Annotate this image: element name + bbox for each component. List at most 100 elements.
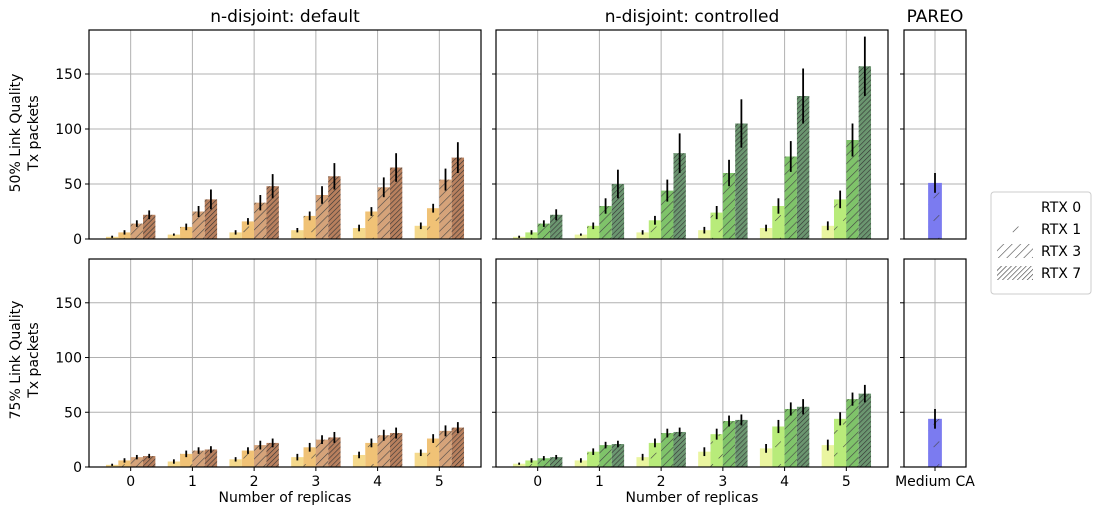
x-tick-label: 0: [533, 474, 542, 490]
bar-rtx0: [574, 234, 588, 239]
x-tick-label: 3: [718, 474, 727, 490]
bar-rtx0: [291, 457, 304, 467]
bar-hatch-rtx7: [266, 442, 279, 467]
bar-rtx0: [698, 451, 711, 467]
bar-hatch-rtx7: [204, 199, 218, 239]
legend-label-rtx3: RTX 3: [1041, 244, 1081, 260]
bar-hatch-rtx3: [315, 195, 329, 239]
bar-hatch-rtx1: [303, 215, 316, 239]
bar-hatch-rtx1: [365, 442, 378, 467]
bar-hatch-rtx1: [241, 221, 255, 239]
bar-hatch-rtx7: [328, 176, 341, 239]
panel-title: PAREO: [907, 7, 964, 27]
legend-label-rtx0: RTX 0: [1041, 200, 1081, 216]
bar-hatch-rtx1: [587, 451, 600, 467]
legend-swatch-rtx1: [997, 222, 1033, 236]
bar-hatch-rtx7: [451, 427, 465, 467]
bar-rtx0: [821, 445, 834, 467]
panel-frame: [495, 29, 889, 240]
panel-frame: [88, 29, 482, 240]
bar-hatch-rtx3: [377, 187, 390, 239]
bar-rtx0: [291, 230, 304, 239]
bar-hatch-rtx1: [648, 442, 662, 467]
bar-hatch-rtx1: [525, 460, 538, 467]
bar-hatch-rtx3: [377, 435, 390, 467]
y-tick-label: 50: [64, 177, 82, 193]
bar-hatch-rtx3: [784, 156, 797, 239]
bar-rtx0: [414, 452, 427, 467]
bar-rtx0: [229, 232, 242, 239]
x-axis-label-default: Number of replicas: [219, 490, 352, 506]
bar-hatch-rtx3: [846, 140, 859, 239]
bar-rtx0: [574, 460, 588, 467]
bar-hatch-rtx3: [130, 223, 144, 239]
y-tick-label: 100: [55, 122, 82, 138]
panel-4: 0 1 2 3 4 5: [492, 258, 889, 490]
x-axis-label-controlled: Number of replicas: [626, 490, 759, 506]
panel-frame: [903, 29, 967, 240]
bar-rtx0: [414, 225, 427, 239]
bar-hatch-rtx3: [130, 457, 144, 467]
bar-rtx0: [352, 454, 366, 467]
x-tick-label: 1: [595, 474, 604, 490]
x-tick-label: 4: [373, 474, 382, 490]
bar-hatch-rtx1: [118, 232, 131, 239]
bar-hatch-rtx3: [537, 223, 551, 239]
legend-swatch-rtx3: [997, 244, 1033, 258]
bar-hatch-rtx7: [266, 186, 279, 239]
bar-hatch-rtx3: [846, 399, 859, 467]
bar-rtx0: [167, 234, 181, 239]
bar-hatch-rtx7: [611, 184, 625, 239]
bar-hatch-rtx7: [735, 123, 748, 239]
legend-swatch-rtx0: [997, 200, 1033, 214]
bar-hatch-rtx7: [858, 393, 872, 467]
panel-frame: [495, 258, 889, 468]
bar-hatch-rtx3: [599, 206, 612, 239]
bar-hatch-rtx1: [833, 199, 847, 239]
bar-hatch-rtx1: [833, 418, 847, 467]
row-label-bottom-line1: 75% Link Quality: [8, 301, 24, 420]
bar-hatch-rtx7: [673, 153, 686, 239]
bar-hatch-rtx3: [537, 458, 551, 467]
bar-rtx0: [821, 225, 834, 239]
x-tick-label: 3: [311, 474, 320, 490]
bar-hatch-rtx3: [722, 173, 736, 239]
x-tick-label: 5: [435, 474, 444, 490]
x-tick-label: 2: [250, 474, 259, 490]
x-tick-label: 5: [842, 474, 851, 490]
panel-2: PAREO: [900, 7, 967, 240]
x-tick-label: 4: [780, 474, 789, 490]
bar-hatch-rtx7: [451, 157, 465, 239]
x-tick-label: Medium CA: [895, 474, 975, 490]
panel-title: n-disjoint: controlled: [605, 7, 780, 27]
row-label-bottom-line2: Tx packets: [26, 322, 42, 398]
bar-hatch-rtx1: [525, 232, 538, 239]
bar-hatch-rtx1: [772, 206, 785, 239]
bar-hatch-rtx3: [254, 202, 267, 239]
bar-hatch-rtx3: [439, 430, 452, 467]
bar-hatch-rtx7: [204, 449, 218, 467]
bar-hatch-rtx7: [735, 419, 748, 467]
bar-hatch-rtx3: [315, 439, 329, 467]
bar-rtx0: [229, 459, 242, 467]
bar-rtx0: [352, 228, 366, 239]
panel-title: n-disjoint: default: [210, 7, 360, 27]
y-tick-label: 100: [55, 351, 82, 367]
bar-rtx0: [512, 463, 526, 467]
x-tick-label: 1: [188, 474, 197, 490]
bar-hatch-rtx3: [192, 211, 205, 239]
bar-hatch-rtx1: [426, 438, 440, 467]
bar-rtx0: [759, 228, 773, 239]
bar-rtx0: [759, 448, 773, 467]
y-tick-label: 150: [55, 67, 82, 83]
bar-hatch-rtx1: [587, 225, 600, 239]
bar-hatch-rtx1: [118, 460, 131, 467]
y-tick-label: 0: [73, 460, 82, 476]
x-tick-label: 0: [126, 474, 135, 490]
panel-0: 0 50 100 150 n-disjoint: default: [55, 7, 482, 248]
panel-3: 0 50 100 150 0 1 2 3 4 5: [55, 258, 482, 490]
bar-rtx0: [698, 230, 711, 239]
x-tick-label: 2: [657, 474, 666, 490]
bar-hatch-rtx7: [858, 66, 872, 239]
